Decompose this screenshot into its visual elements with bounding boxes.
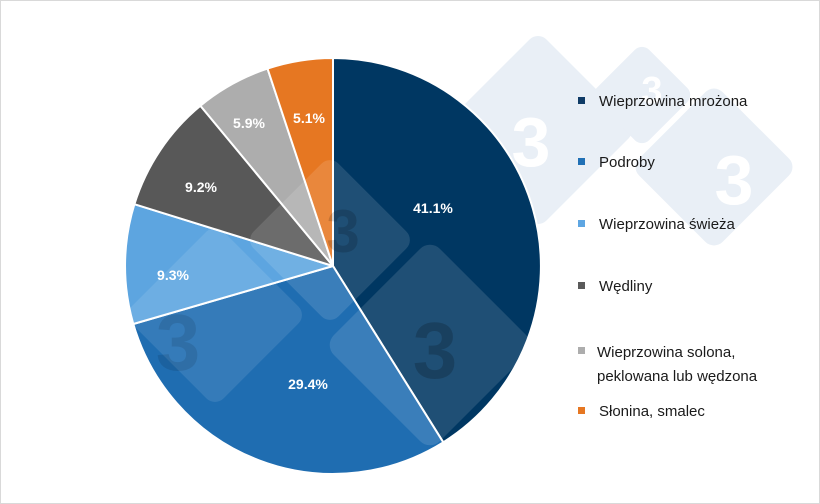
slice-wieprzowina-mrozona[interactable] (332, 57, 542, 444)
svg-text:3: 3 (641, 70, 662, 112)
legend-label: Słonina, smalec (599, 403, 705, 420)
slice-wieprzowina-swieza[interactable] (124, 203, 334, 325)
data-label-podroby: 29.4% (288, 376, 328, 392)
legend-swatch (578, 407, 585, 414)
data-label-wieprzowina-swieza: 9.3% (157, 267, 189, 283)
svg-text:3: 3 (715, 141, 754, 219)
legend-item-wieprzowina-mrozona[interactable]: Wieprzowina mrożona (578, 91, 747, 113)
legend-item-slonina-smalec[interactable]: Słonina, smalec (578, 401, 705, 423)
legend-label: Wieprzowina świeża (599, 216, 735, 233)
svg-text:3: 3 (512, 103, 551, 181)
legend-label: Wieprzowina mrożona (599, 93, 748, 110)
legend-item-wedliny[interactable]: Wędliny (578, 276, 652, 298)
legend-item-wieprzowina-solona[interactable]: Wieprzowina solona, peklowana lub wędzon… (578, 341, 757, 389)
legend-label-line2: peklowana lub wędzona (597, 368, 758, 385)
legend-swatch (578, 97, 585, 104)
legend-label: Wieprzowina solona, peklowana lub wędzon… (597, 341, 757, 389)
slice-podroby[interactable] (132, 265, 445, 475)
data-label-wedliny: 9.2% (185, 179, 217, 195)
legend-label: Wędliny (599, 278, 653, 295)
data-label-wieprzowina-mrozona: 41.1% (413, 200, 453, 216)
slice-slonina-smalec[interactable] (266, 57, 334, 267)
slice-wedliny[interactable] (133, 104, 334, 267)
legend-label-line1: Wieprzowina solona, (597, 344, 736, 361)
legend-swatch (578, 282, 585, 289)
legend-swatch (578, 347, 585, 354)
legend-swatch (578, 158, 585, 165)
legend-item-wieprzowina-swieza[interactable]: Wieprzowina świeża (578, 214, 735, 236)
legend-item-podroby[interactable]: Podroby (578, 152, 655, 174)
legend-label: Podroby (599, 154, 655, 171)
data-label-wieprzowina-solona: 5.9% (233, 115, 265, 131)
data-label-slonina-smalec: 5.1% (293, 110, 325, 126)
legend-swatch (578, 220, 585, 227)
